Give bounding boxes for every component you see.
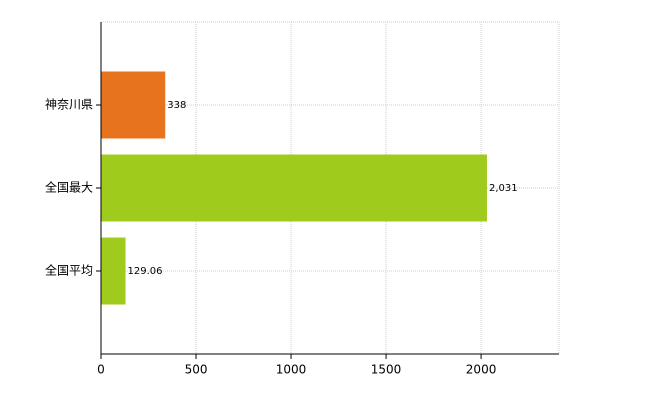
y-tick-label: 全国最大 — [45, 180, 93, 195]
bar — [101, 237, 126, 305]
value-label: 338 — [167, 100, 186, 111]
value-label: 2,031 — [489, 183, 518, 194]
bar — [101, 71, 166, 139]
x-tick-label: 1500 — [371, 363, 402, 377]
y-tick-label: 神奈川県 — [45, 98, 93, 112]
bar — [101, 154, 487, 222]
x-tick-label: 0 — [97, 363, 105, 377]
x-tick-label: 500 — [185, 363, 208, 377]
y-tick-label: 全国平均 — [45, 263, 93, 278]
x-tick-label: 1000 — [276, 363, 307, 377]
value-label: 129.06 — [128, 266, 163, 277]
x-tick-label: 2000 — [466, 363, 497, 377]
